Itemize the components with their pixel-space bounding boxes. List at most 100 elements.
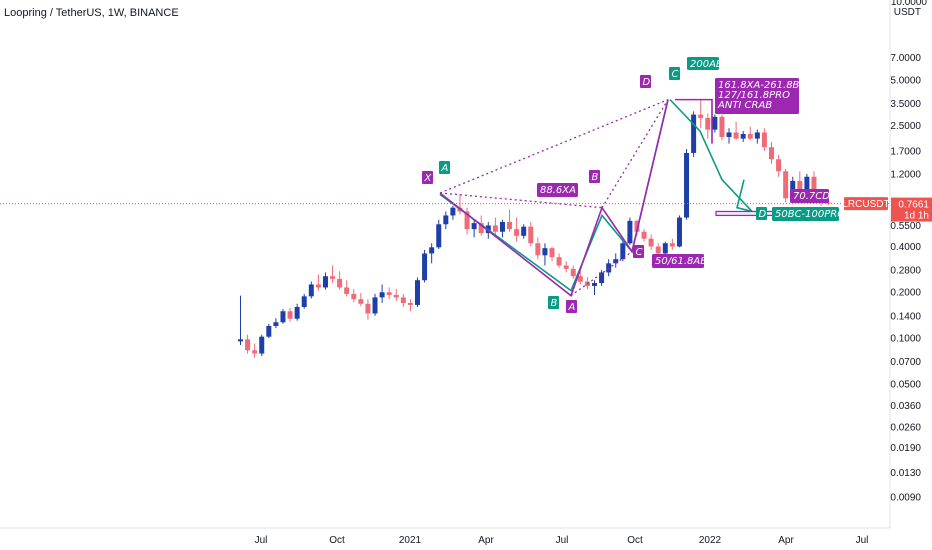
candle-up (238, 295, 243, 345)
point-b-purple-text: B (592, 172, 599, 183)
candle-body (464, 211, 470, 230)
candle-body (676, 217, 682, 247)
candle-body (287, 311, 293, 319)
candle-body (280, 311, 286, 323)
time-axis-ticks: Jul Oct 2021 Apr Jul Oct 2022 Apr Jul (255, 535, 869, 546)
price-tick-label: 0.0130 (890, 468, 921, 479)
candles-layer (238, 98, 831, 358)
price-tick-label: 0.0260 (890, 422, 921, 433)
point-c-green-text: C (672, 69, 679, 80)
candle-body (386, 292, 392, 295)
candle-body (245, 339, 251, 351)
candle-down (563, 261, 569, 273)
candle-body (783, 171, 789, 199)
candle-up (429, 243, 435, 264)
label-ab-ratio-bg (652, 254, 704, 268)
time-tick-label: Apr (778, 535, 794, 546)
label-886xa-bg (537, 183, 578, 197)
symbol-tag[interactable]: LRCUSDT (842, 197, 890, 211)
candle-down (393, 289, 399, 302)
point-a-purple-bg (566, 300, 577, 313)
xd-dotted (439, 99, 669, 194)
candle-body (372, 297, 378, 314)
candle-down (245, 334, 251, 354)
candle-body (698, 114, 704, 119)
candle-body (634, 220, 640, 232)
candle-body (429, 247, 435, 254)
candle-body (684, 152, 690, 218)
price-tick-label: 0.1000 (890, 334, 921, 345)
candle-down (776, 154, 782, 177)
candle-up (443, 211, 449, 230)
candle-down (783, 168, 789, 203)
candle-body (662, 243, 668, 254)
time-tick-label: Jul (856, 535, 869, 546)
candle-body (825, 202, 831, 204)
candle-body (549, 248, 555, 258)
price-tick-label: 0.2800 (890, 266, 921, 277)
candle-down (648, 234, 654, 250)
candle-body (599, 272, 605, 284)
price-tick-label: 0.4000 (890, 242, 921, 253)
price-tick-label: 0.1400 (890, 311, 921, 322)
price-tick-label: 0.0360 (890, 401, 921, 412)
label-anticrab-text: ANTI CRAB (717, 100, 772, 111)
label-886xa: 88.6XA (537, 183, 578, 197)
candle-down (669, 238, 675, 250)
candle-body (492, 225, 498, 232)
candle-body (322, 276, 328, 288)
price-axis-unit: USDT (894, 7, 921, 18)
bar-countdown: 1d 1h (904, 211, 929, 222)
price-tick-label: 0.0190 (890, 443, 921, 454)
candle-up (372, 293, 378, 316)
candle-down (549, 246, 555, 262)
point-x-bg (422, 171, 433, 184)
point-d-green-bg (756, 207, 767, 220)
price-tick-label: 5.0000 (890, 75, 921, 86)
candle-body (563, 265, 569, 269)
candle-up (521, 224, 527, 239)
price-tick-label: 3.5000 (890, 99, 921, 110)
candle-body (705, 118, 711, 130)
point-b-green-bg (548, 296, 559, 309)
last-price-tag: 0.7661 1d 1h (891, 197, 932, 222)
candle-body (556, 257, 562, 266)
point-d-green-text: D (759, 209, 767, 220)
candle-body (330, 276, 336, 279)
candle-up (662, 241, 668, 256)
candle-up (266, 323, 272, 338)
label-50bc: 50BC-100PRO (772, 207, 845, 221)
candle-body (726, 132, 732, 138)
candle-down (252, 343, 258, 358)
candle-body (273, 322, 279, 326)
candle-down (330, 265, 336, 284)
label-707cd-text: 70.7CD (793, 191, 830, 202)
candle-down (358, 292, 364, 307)
point-c-purple-bg (633, 245, 644, 258)
candle-down (733, 121, 739, 141)
candle-body (259, 336, 265, 354)
label-anticrab-bg (715, 78, 799, 114)
candle-up (450, 205, 456, 220)
candle-body (691, 114, 697, 153)
time-tick-label: 2021 (399, 535, 422, 546)
candle-up (415, 277, 420, 307)
candle-down (344, 280, 350, 297)
price-tick-label: 0.5500 (890, 221, 921, 232)
candle-body (443, 215, 449, 225)
label-50bc-bg (772, 207, 839, 221)
candle-body (641, 231, 647, 239)
candle-body (754, 132, 760, 139)
candle-body (655, 246, 661, 254)
candle-up (280, 309, 286, 324)
harmonic-pattern-layer (439, 98, 787, 297)
candle-down (457, 194, 463, 215)
price-tick-label: 0.0090 (890, 492, 921, 503)
candle-up (379, 284, 385, 303)
candle-down (528, 221, 534, 247)
candle-body (542, 248, 548, 256)
candle-body (769, 147, 774, 160)
candle-body (804, 176, 810, 190)
price-tick-label: 0.0700 (890, 357, 921, 368)
